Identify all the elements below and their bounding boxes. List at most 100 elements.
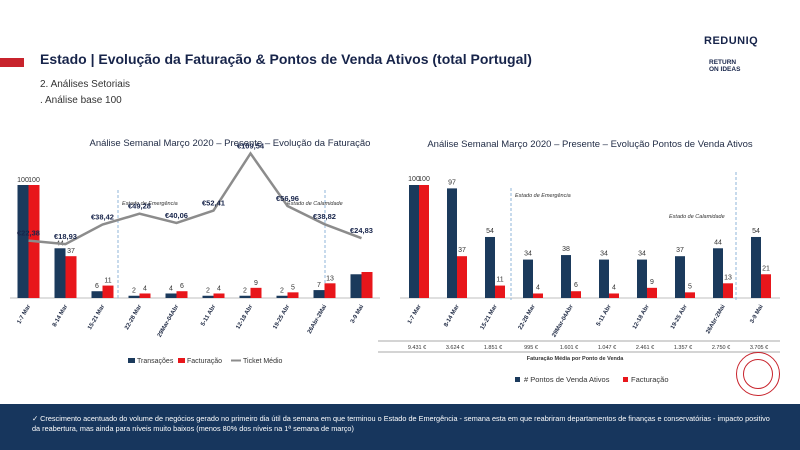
table-cell-value: 1.047 € [598, 345, 616, 351]
bar-facturacao [176, 291, 188, 298]
pontos-value-label: 100 [408, 176, 420, 183]
pontos-value-label: 34 [524, 251, 532, 258]
bar-facturacao [685, 292, 695, 298]
table-cell-value: 1.851 € [484, 345, 502, 351]
x-tick-label: 3-9 Mai [350, 304, 366, 325]
x-tick-label: 3-9 Mai [749, 304, 765, 325]
facturacao-value-label: 5 [291, 284, 295, 291]
x-tick-label: 12-18 Abr [235, 303, 254, 330]
logo-line-1: RETURN [709, 59, 737, 66]
bar-facturacao [647, 287, 657, 298]
bar-transacoes [276, 295, 288, 298]
x-tick-label: 5-11 Abr [200, 303, 217, 327]
bar-pontos-venda [751, 236, 761, 298]
x-tick-label: 22-28 Mar [124, 303, 143, 331]
bar-transacoes [91, 291, 103, 298]
transacoes-value-label: 100 [17, 177, 29, 184]
facturacao-value-label: 100 [418, 176, 430, 183]
logo-line-2: ON IDEAS [709, 66, 741, 73]
table-cell-value: 995 € [524, 345, 538, 351]
bar-facturacao [495, 285, 505, 298]
transacoes-value-label: 2 [280, 288, 284, 295]
bar-facturacao [761, 274, 771, 298]
stamp-seal-inner-icon [743, 359, 773, 389]
x-tick-label: 19-25 Abr [670, 303, 689, 330]
pontos-value-label: 34 [600, 251, 608, 258]
section-subtitle: 2. Análises Setoriais [40, 79, 131, 90]
bar-pontos-venda [409, 185, 419, 298]
facturacao-value-label: 13 [326, 275, 334, 282]
left-calamity-label: Estado de Calamidade [287, 201, 343, 207]
bar-pontos-venda [523, 259, 533, 298]
title-accent-bar [0, 58, 24, 67]
ticket-medio-label: €38,42 [91, 213, 114, 222]
bar-transacoes [239, 295, 251, 298]
facturacao-value-label: 6 [180, 283, 184, 290]
bar-facturacao [419, 185, 429, 298]
facturacao-value-label: 37 [67, 248, 75, 255]
ticket-medio-label: €38,82 [313, 212, 336, 221]
bar-pontos-venda [713, 248, 723, 298]
facturacao-value-label: 9 [650, 279, 654, 286]
x-tick-label: 5-11 Abr [596, 303, 613, 327]
transacoes-value-label: 4 [169, 285, 173, 292]
bar-transacoes [313, 290, 325, 298]
return-on-ideas-logo: RETURN ON IDEAS [709, 59, 740, 73]
x-tick-label: 8-14 Mar [443, 303, 461, 328]
table-cell-value: 2.750 € [712, 345, 730, 351]
x-tick-label: 26Abr-2Mai [705, 304, 727, 335]
bar-facturacao [102, 285, 114, 298]
ticket-medio-label: €109,54 [237, 141, 265, 150]
bar-facturacao [609, 293, 619, 298]
left-emergency-label: Estado de Emergência [122, 201, 178, 207]
facturacao-value-label: 4 [217, 285, 221, 292]
bar-transacoes [128, 295, 140, 298]
facturacao-value-label: 4 [143, 285, 147, 292]
bar-transacoes [17, 185, 29, 298]
pontos-value-label: 54 [486, 228, 494, 235]
x-tick-label: 22-28 Mar [518, 303, 537, 331]
ticket-medio-label: €52,41 [202, 199, 225, 208]
x-tick-label: 1-7 Mar [17, 303, 33, 325]
facturacao-value-label: 13 [724, 274, 732, 281]
bar-facturacao [571, 291, 581, 298]
legend-ticket-label: Ticket Médio [243, 358, 283, 365]
legend-facturacao-label: Facturação [631, 375, 669, 384]
facturacao-value-label: 37 [458, 247, 466, 254]
facturacao-value-label: 4 [536, 284, 540, 291]
pontos-value-label: 54 [752, 228, 760, 235]
transacoes-value-label: 2 [243, 288, 247, 295]
bar-transacoes [54, 248, 66, 298]
transacoes-value-label: 2 [132, 288, 136, 295]
legend-transacoes-swatch [128, 358, 135, 363]
right-emergency-label: Estado de Emergência [515, 193, 571, 199]
x-tick-label: 12-18 Abr [632, 303, 651, 330]
x-tick-label: 15-21 Mar [87, 303, 106, 331]
bar-facturacao [533, 293, 543, 298]
footer-banner [0, 404, 800, 450]
right-calamity-label: Estado de Calamidade [669, 214, 725, 220]
ticket-medio-label: €49,28 [128, 202, 151, 211]
footer-commentary: ✓ Crescimento acentuado do volume de neg… [32, 414, 770, 433]
bar-pontos-venda [561, 255, 571, 298]
x-tick-label: 15-21 Mar [480, 303, 499, 331]
ticket-medio-label: €24,83 [350, 226, 373, 235]
bar-facturacao [139, 293, 151, 298]
facturacao-value-label: 11 [496, 277, 503, 284]
bar-transacoes [350, 274, 362, 298]
x-tick-label: 8-14 Mar [52, 303, 70, 328]
bar-facturacao [723, 283, 733, 298]
table-cell-value: 9.431 € [408, 345, 426, 351]
left-chart-title: Análise Semanal Março 2020 – Presente – … [90, 138, 371, 149]
table-cell-value: 3.705 € [750, 345, 768, 351]
legend-transacoes-label: Transações [137, 358, 174, 365]
bar-facturacao [324, 283, 336, 298]
pontos-value-label: 34 [638, 251, 646, 258]
x-tick-label: 26Abr-2Mai [307, 304, 329, 335]
pontos-value-label: 38 [562, 246, 570, 253]
bar-facturacao [65, 256, 77, 298]
facturacao-value-label: 4 [612, 284, 616, 291]
pontos-value-label: 97 [448, 179, 456, 186]
ticket-medio-label: €40,06 [165, 211, 188, 220]
ticket-medio-label: €56,96 [276, 194, 299, 203]
